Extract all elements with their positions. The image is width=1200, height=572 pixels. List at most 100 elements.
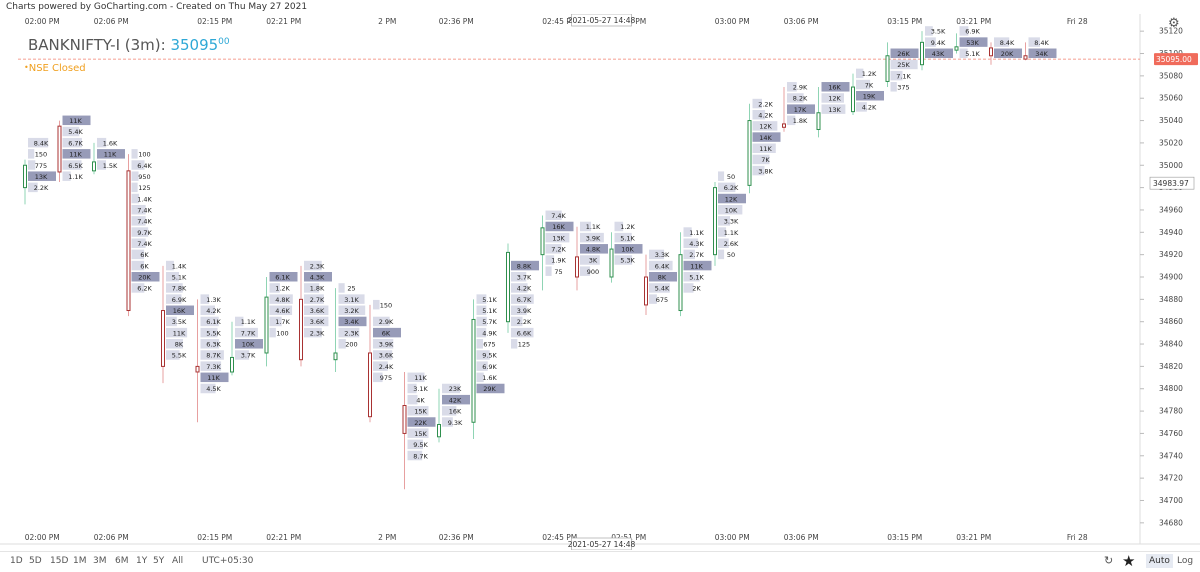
volume-label: 6.3K [206,341,221,349]
volume-label: 2.7K [310,296,325,304]
volume-label: 1.4K [172,262,187,270]
volume-bar [269,316,282,327]
volume-label: 5.5K [206,329,221,337]
volume-bar-poc [476,383,505,394]
volume-label: 4.8K [275,296,290,304]
status-dot-icon: • [24,63,29,72]
volume-bar [200,383,216,394]
volume-label: 12K [828,95,841,103]
volume-label: 16K [173,307,186,315]
volume-label: 1.2K [862,70,877,78]
volume-label: 1.6K [103,139,118,147]
volume-bar [269,294,293,304]
timeframe-1m[interactable]: 1M [73,556,87,566]
volume-label: 1.1K [241,318,256,326]
volume-bar [718,204,743,215]
x-tick-label: 02:36 PM [439,533,474,542]
volume-bar [787,115,796,126]
volume-bar [62,137,82,148]
volume-bar [200,350,224,360]
timeframe-15d[interactable]: 15D [50,556,69,566]
y-tick-label: 35060 [1159,94,1183,103]
timeframe-3m[interactable]: 3M [93,556,107,566]
volume-label: 3.1K [413,385,428,393]
volume-label: 775 [35,162,47,170]
star-icon[interactable]: ★ [1122,552,1136,570]
volume-bar [166,316,177,327]
volume-label: 5.4K [68,128,83,136]
reset-icon[interactable]: ↻ [1104,554,1114,567]
volume-bar [856,102,867,112]
volume-label: 11K [69,151,82,159]
volume-label: 10K [242,341,255,349]
volume-label: 7.2K [551,246,566,254]
x-tick-label-top: 02:36 PM [439,17,474,26]
candle-body-up [92,161,96,172]
y-tick-label: 35000 [1159,161,1183,170]
volume-label: 4.2K [206,307,221,315]
volume-label: 8.4K [1034,39,1049,47]
volume-label: 375 [897,84,909,92]
volume-label: 13K [828,106,841,114]
volume-label: 6.9K [965,28,980,36]
volume-label: 675 [656,296,668,304]
volume-bar [200,305,215,316]
gear-icon[interactable]: ⚙ [1168,16,1180,31]
volume-bar [407,372,425,383]
volume-bar-poc [890,48,919,59]
volume-bar [28,137,49,148]
volume-bar [269,327,276,338]
volume-bar [994,37,1010,47]
volume-bar [752,121,778,131]
timezone-label[interactable]: UTC+05:30 [202,556,254,566]
volume-bar [407,394,418,405]
volume-bar [511,283,528,293]
x-tick-label-top: 02:06 PM [94,17,129,26]
volume-bar [545,232,570,243]
volume-label: 16K [552,223,565,231]
timeframe-6m[interactable]: 6M [115,556,129,566]
volume-label: 1.6K [482,374,497,382]
candle-body-up [713,187,717,256]
timeframe-1y[interactable]: 1Y [136,556,148,566]
volume-bar [131,160,145,170]
candle-body-up [506,251,510,323]
candle-body-down [782,123,786,128]
volume-bar [752,154,770,165]
timeframe-5d[interactable]: 5D [29,556,42,566]
volume-bar-poc [683,260,712,271]
volume-bar [131,193,140,204]
volume-label: 8.7K [206,352,221,360]
log-scale-button[interactable]: Log [1177,556,1194,566]
timeframe-1d[interactable]: 1D [10,556,23,566]
footprint-chart[interactable]: 02:00 PM 02:00 PM 02:06 PM 02:06 PM 02:15 PM… [0,14,1200,550]
volume-bar [511,294,534,304]
candle-body-up [471,318,476,423]
volume-bar [580,232,604,243]
auto-scale-button[interactable]: Auto [1146,554,1173,568]
volume-label: 75 [554,268,562,276]
volume-bar [476,361,488,371]
volume-label: 1.9K [551,257,566,265]
timeframe-5y[interactable]: 5Y [153,556,165,566]
volume-bar [407,383,417,394]
volume-bar-poc [407,417,436,427]
volume-bar [304,305,329,316]
volume-label: 4.3K [689,240,704,248]
volume-bar [166,283,183,293]
x-tick-label-top: 02:21 PM [266,17,301,26]
volume-bar [131,149,138,159]
volume-bar [511,316,523,327]
volume-bar-poc [545,221,574,232]
volume-bar [683,283,694,293]
volume-bar-poc [269,272,298,282]
volume-bar [511,327,534,338]
volume-label: 200 [345,341,357,349]
volume-label: 3.2K [344,307,359,315]
crosshair-time-label-top: 2021-05-27 14:48 [568,16,636,25]
volume-bar [545,255,555,265]
candle-body-up [954,46,959,51]
volume-label: 2K [692,285,701,293]
volume-bar [28,160,36,170]
timeframe-all[interactable]: All [172,556,184,566]
